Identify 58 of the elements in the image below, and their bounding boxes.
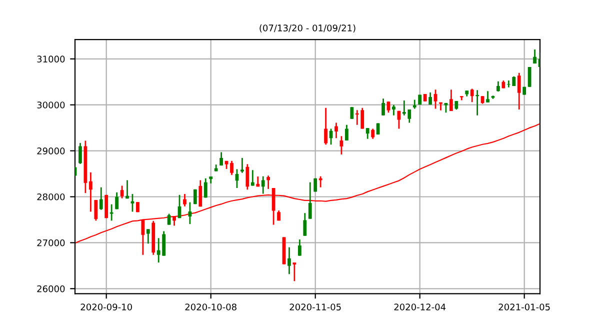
candlestick: [470, 88, 474, 103]
x-tick-label: 2020-09-10: [80, 304, 132, 310]
x-tick-label: 2021-01-05: [498, 304, 550, 310]
candlestick: [99, 186, 103, 211]
chart-title: (07/13/20 - 01/09/21): [260, 24, 356, 32]
candlestick: [288, 246, 291, 275]
candlestick: [146, 228, 150, 244]
y-tick-label: 31000: [37, 56, 65, 62]
candlestick: [220, 151, 223, 166]
candlestick: [204, 178, 208, 198]
candlestick: [371, 128, 375, 140]
candlestick: [308, 182, 312, 220]
candlestick: [198, 180, 202, 208]
candlestick: [434, 88, 438, 110]
y-tick-label: 27000: [37, 239, 65, 246]
candlestick: [344, 124, 348, 142]
candlestick: [78, 142, 82, 165]
x-tick-label: 2020-10-08: [185, 304, 236, 310]
candlestick: [382, 98, 385, 116]
candlestick: [120, 185, 124, 200]
y-tick-label: 29000: [37, 148, 65, 154]
x-tick-label: 2020-11-05: [290, 304, 341, 310]
y-tick-label: 30000: [37, 102, 65, 108]
candlestick: [115, 192, 118, 210]
candlestick: [376, 122, 380, 136]
candlestick: [246, 163, 250, 190]
candlestick: [334, 122, 338, 139]
candlestick: [528, 66, 532, 88]
candlestick: [324, 107, 328, 146]
candlestick: [366, 127, 370, 140]
y-tick-label: 28000: [37, 193, 65, 200]
candlestick: [517, 72, 521, 110]
y-tick-label: 26000: [37, 285, 65, 292]
candlestick: [183, 193, 186, 208]
candlestick: [449, 88, 453, 112]
candlestick: [261, 176, 265, 194]
candlestick: [188, 202, 192, 225]
candlestick: [496, 80, 500, 92]
candlestick: [386, 100, 390, 114]
candlestick: [397, 110, 401, 130]
candlestick: [428, 92, 432, 106]
candlestick: [172, 215, 176, 226]
candlestick: [167, 213, 171, 226]
candlestick: [298, 238, 302, 256]
candlestick: [292, 262, 296, 282]
candlestick: [444, 102, 448, 114]
candlestick: [240, 157, 244, 174]
candlestick: [486, 90, 490, 104]
candlestick: [126, 180, 129, 200]
candlestick: [266, 174, 270, 190]
x-tick-label: 2020-12-04: [394, 304, 446, 310]
candlestick: [94, 199, 98, 222]
candlestick: [533, 48, 536, 64]
candlestick: [350, 106, 354, 120]
candlestick: [88, 172, 92, 212]
candlestick: [230, 160, 234, 176]
candlestick: [392, 104, 396, 116]
candlestick: [303, 212, 307, 236]
